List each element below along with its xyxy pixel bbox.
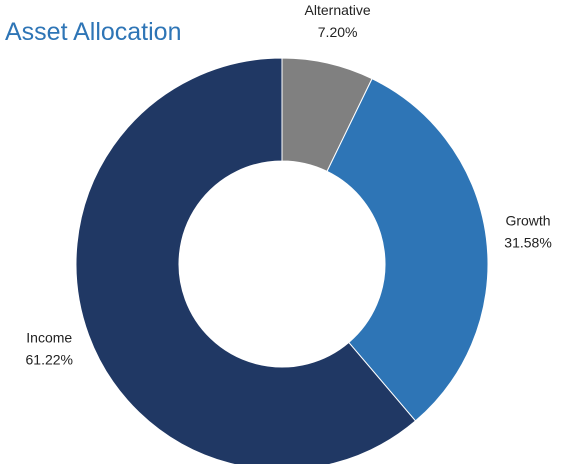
donut-slice (75, 57, 417, 464)
chart-title: Asset Allocation (5, 18, 182, 46)
slice-label: Alternative (305, 2, 371, 18)
slice-label: Growth (505, 212, 550, 228)
slice-value-label: 31.58% (504, 234, 551, 250)
donut-slice (326, 78, 489, 422)
slice-value-label: 61.22% (26, 351, 73, 367)
slice-label: Income (26, 329, 72, 345)
slice-value-label: 7.20% (318, 24, 358, 40)
